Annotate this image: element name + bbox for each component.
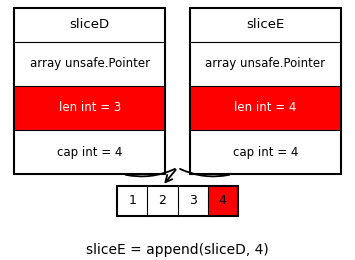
Text: array unsafe.Pointer: array unsafe.Pointer [205,57,326,70]
Bar [190,8,341,174]
Text: 2: 2 [158,194,166,207]
Bar [14,8,165,174]
Text: 3: 3 [189,194,197,207]
Text: len int = 4: len int = 4 [234,101,296,114]
Bar [117,186,238,216]
Text: cap int = 4: cap int = 4 [233,146,298,159]
Bar [190,8,341,174]
Text: sliceE = append(sliceD, 4): sliceE = append(sliceD, 4) [86,243,269,257]
Bar [117,186,147,216]
Bar [208,186,238,216]
Bar [190,86,341,130]
Bar [14,42,165,86]
Bar [190,42,341,86]
Bar [14,86,165,130]
Text: 1: 1 [128,194,136,207]
Bar [14,8,165,174]
Text: sliceD: sliceD [70,18,110,31]
Text: len int = 3: len int = 3 [59,101,121,114]
Bar [190,130,341,174]
Bar [14,130,165,174]
Text: cap int = 4: cap int = 4 [57,146,122,159]
Text: 4: 4 [219,194,227,207]
Bar [178,186,208,216]
Bar [147,186,178,216]
Text: sliceE: sliceE [246,18,284,31]
Text: array unsafe.Pointer: array unsafe.Pointer [29,57,150,70]
